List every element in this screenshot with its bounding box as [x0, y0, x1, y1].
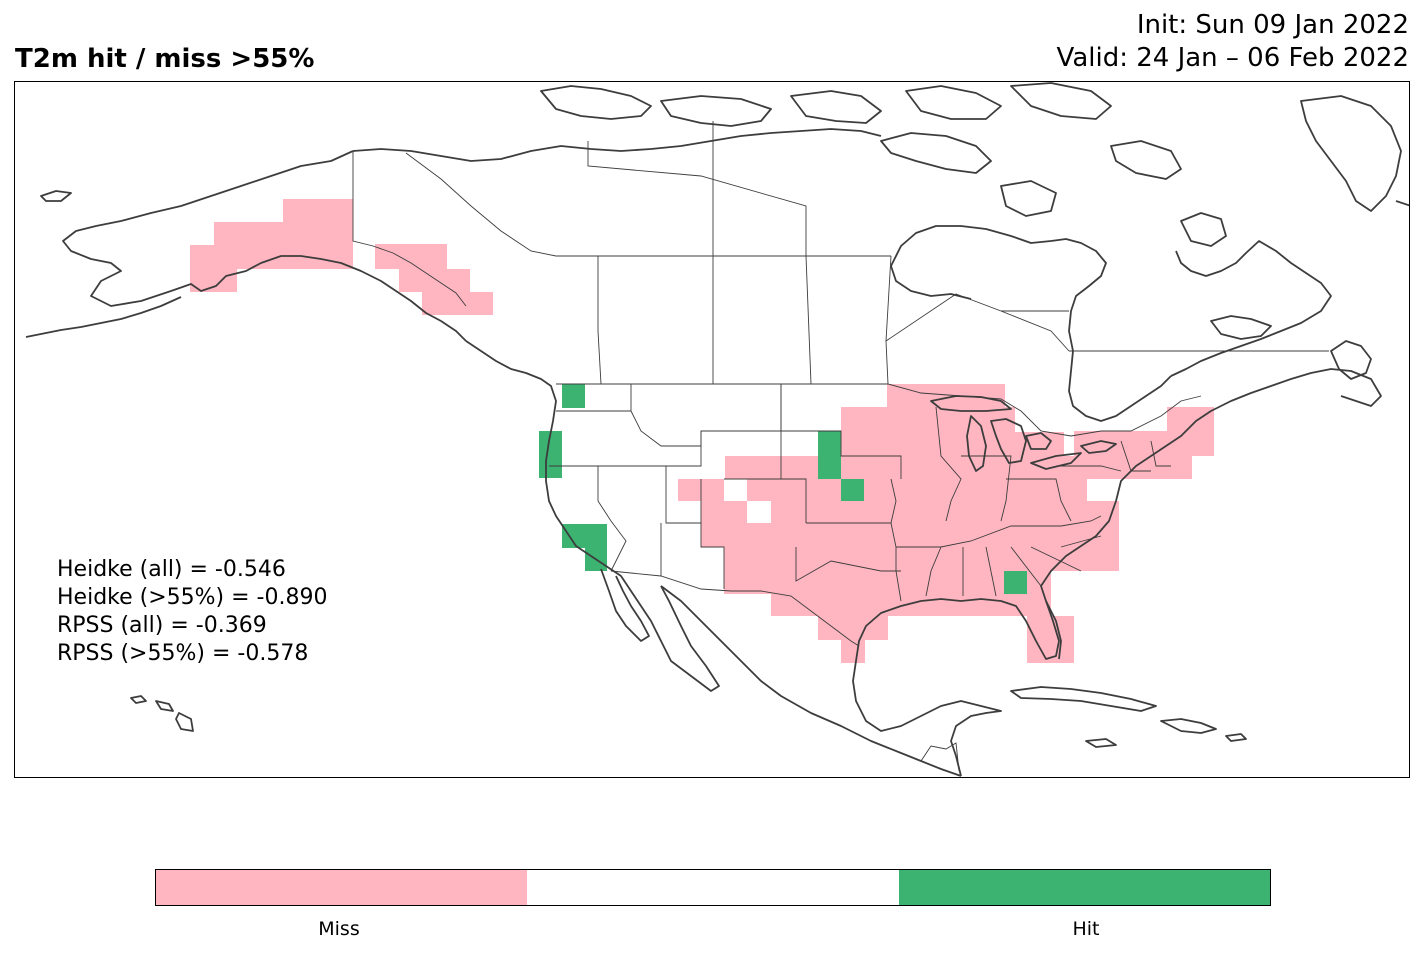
skill-scores: Heidke (all) = -0.546 Heidke (>55%) = -0…: [57, 556, 327, 668]
colorbar-hit-label: Hit: [1072, 918, 1100, 940]
colorbar: [155, 869, 1271, 906]
init-date: Init: Sun 09 Jan 2022: [1136, 10, 1409, 40]
no-data-cells: [724, 479, 771, 523]
borders: [352, 121, 1329, 772]
rpss-all-score: RPSS (all) = -0.369: [57, 613, 267, 638]
colorbar-hit-segment: [898, 870, 1270, 905]
colorbar-neutral-segment: [527, 870, 899, 905]
rpss-threshold-score: RPSS (>55%) = -0.578: [57, 641, 309, 666]
heidke-threshold-score: Heidke (>55%) = -0.890: [57, 585, 328, 610]
north-america-map: [25, 82, 1409, 777]
coastlines: [25, 82, 1409, 777]
map-frame: [14, 81, 1410, 778]
map-title: T2m hit / miss >55%: [15, 44, 315, 74]
heidke-all-score: Heidke (all) = -0.546: [57, 557, 286, 582]
valid-period: Valid: 24 Jan – 06 Feb 2022: [1056, 43, 1409, 73]
colorbar-miss-segment: [156, 870, 528, 905]
colorbar-miss-label: Miss: [318, 918, 360, 940]
miss-cells: [190, 199, 1214, 663]
